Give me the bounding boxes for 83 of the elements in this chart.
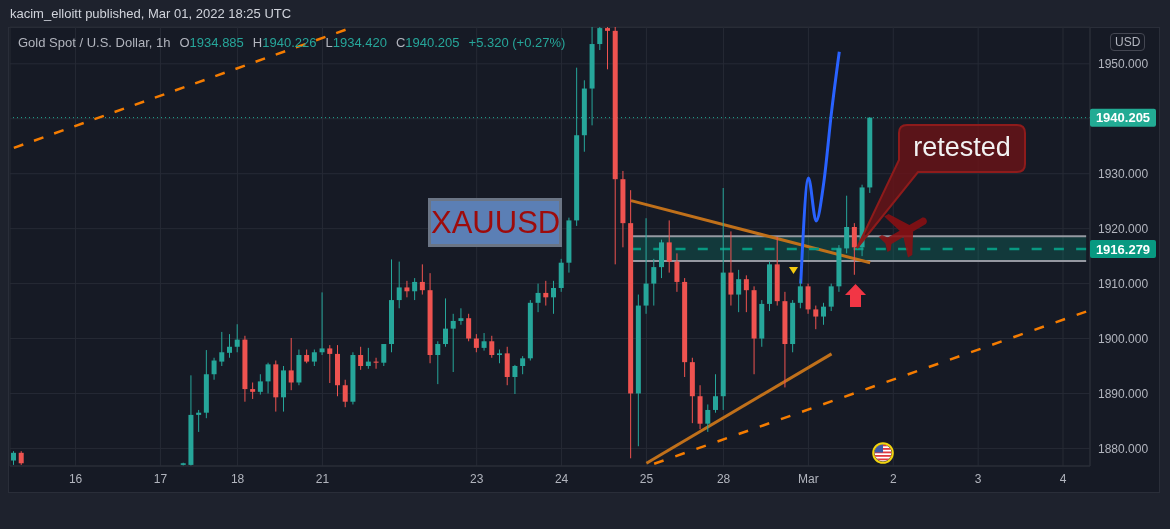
y-tick-label: 1920.000 [1098, 221, 1149, 236]
candlestick [643, 217, 649, 315]
candlestick [713, 373, 718, 414]
annotation: O1934.885 [179, 35, 244, 50]
x-tick-label: 23 [470, 471, 484, 486]
annotation: C1940.205 [395, 35, 460, 50]
annotation: XAUUSD [428, 198, 562, 247]
annotation: L1934.420 [325, 35, 387, 50]
x-tick-label: Mar [798, 471, 819, 486]
candlestick [851, 222, 857, 276]
annotation: H1940.226 [252, 35, 317, 50]
candlestick [443, 297, 448, 348]
candlestick [458, 307, 464, 326]
candlestick [358, 346, 364, 371]
candlestick [597, 27, 603, 51]
candlestick [813, 305, 819, 330]
annotation: +5.320 (+0.27%) [468, 35, 566, 50]
x-tick-label: 16 [68, 471, 83, 486]
candlestick [227, 333, 232, 359]
candlestick [844, 195, 850, 254]
candlestick [412, 277, 418, 301]
candlestick [828, 283, 834, 312]
x-tick-label: 21 [315, 471, 330, 486]
candlestick [342, 379, 348, 408]
x-tick-label: 24 [554, 471, 569, 486]
candlestick [265, 362, 271, 394]
candlestick [473, 333, 479, 353]
candlestick [705, 403, 711, 433]
candlestick [543, 280, 549, 307]
candlestick [219, 331, 225, 367]
text: kacim_elloitt published, Mar 01, 2022 18:25 UTC [10, 6, 292, 21]
annotation: retested [912, 131, 1012, 164]
candlestick [666, 219, 672, 274]
y-tick-label: 1910.000 [1098, 276, 1149, 291]
candlestick [489, 335, 495, 359]
candlestick [234, 323, 240, 353]
y-tick-label: 1900.000 [1098, 331, 1149, 346]
x-tick-label: 28 [716, 471, 731, 486]
candlestick [373, 357, 379, 370]
x-tick-label: 4 [1059, 471, 1067, 486]
y-tick-label: 1880.000 [1098, 441, 1149, 456]
candlestick [327, 344, 333, 384]
candlestick [404, 280, 410, 298]
candlestick [535, 283, 541, 313]
candlestick [821, 302, 826, 326]
candlestick [674, 252, 680, 293]
candlestick [504, 346, 510, 386]
candlestick [520, 355, 526, 375]
candlestick [651, 258, 657, 307]
x-tick-label: 18 [230, 471, 245, 486]
candlestick [743, 274, 749, 313]
candlestick [605, 27, 610, 70]
candlestick [196, 409, 202, 433]
text: Gold Spot / U.S. Dollar, 1h [18, 35, 171, 50]
data-label: 1916.279 [1095, 241, 1151, 257]
x-tick-label: 25 [639, 471, 654, 486]
candlestick [450, 313, 456, 373]
candlestick [435, 340, 441, 385]
candlestick [381, 343, 387, 367]
y-tick-label: 1890.000 [1098, 386, 1149, 401]
candlestick [365, 347, 371, 370]
x-tick-label: 17 [153, 471, 168, 486]
y-tick-label: 1950.000 [1098, 57, 1149, 72]
candlestick [512, 364, 518, 395]
candlestick [211, 357, 217, 381]
candlestick [319, 291, 325, 356]
x-tick-label: 2 [889, 471, 897, 486]
candlestick [728, 230, 734, 307]
candlestick [736, 269, 742, 313]
y-tick-label: 1930.000 [1098, 166, 1149, 181]
candlestick [551, 280, 556, 315]
ref-line-label: 1940.205 [1095, 110, 1151, 126]
candlestick [481, 332, 487, 352]
candlestick [805, 283, 811, 315]
candlestick [466, 313, 472, 342]
candlestick [797, 278, 803, 309]
candlestick [257, 373, 263, 396]
x-tick-label: 3 [974, 471, 982, 486]
candlestick [396, 261, 402, 309]
line-series [799, 50, 841, 286]
candlestick [419, 263, 425, 296]
candlestick [288, 337, 294, 391]
y-axis-title: USD [1110, 33, 1146, 51]
